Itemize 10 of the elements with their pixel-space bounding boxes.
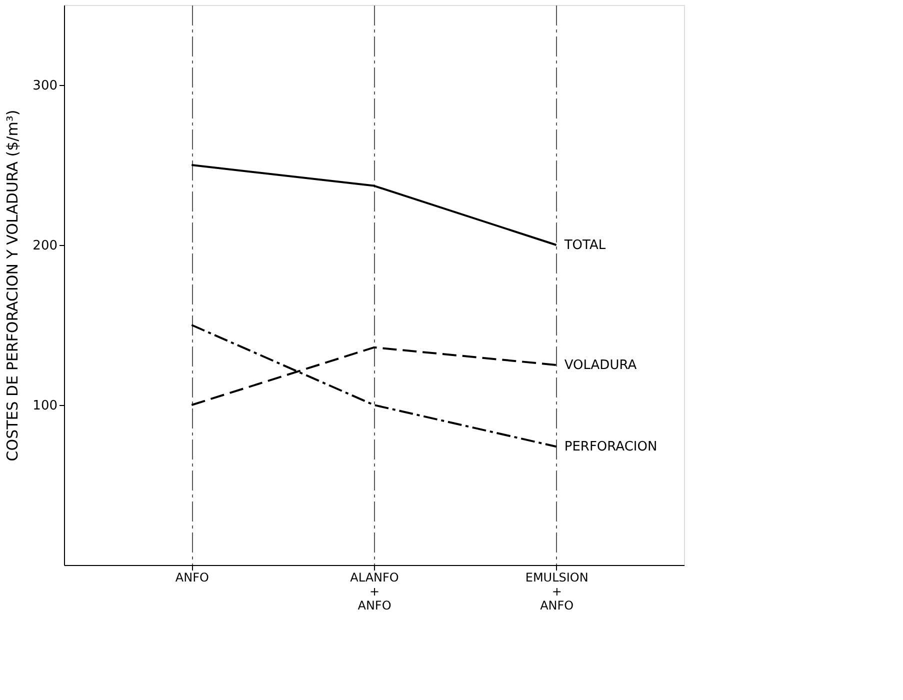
series-label: PERFORACION — [564, 440, 658, 455]
series-label: VOLADURA — [564, 358, 637, 373]
y-axis-title: COSTES DE PERFORACION Y VOLADURA ($/m³) — [4, 110, 22, 462]
y-tick-label: 300 — [32, 78, 58, 94]
x-tick-label: EMULSION + ANFO — [525, 570, 588, 612]
x-tick-label: ALANFO + ANFO — [350, 570, 399, 612]
series-label: TOTAL — [563, 238, 606, 253]
y-tick-label: 100 — [32, 398, 58, 414]
y-tick-label: 200 — [32, 238, 58, 254]
x-tick-label: ANFO — [175, 570, 209, 584]
